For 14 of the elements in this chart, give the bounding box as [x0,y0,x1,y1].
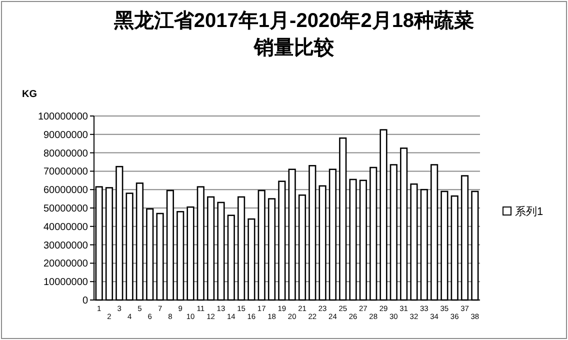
y-tick-label: 30000000 [44,240,88,252]
y-tick-label: 100000000 [38,112,88,122]
y-tick-label: 0 [82,296,88,306]
y-tick-label: 70000000 [44,166,88,178]
y-tick-label: 50000000 [44,204,88,214]
y-tick-label: 60000000 [44,185,88,196]
y-tick-label: 20000000 [44,258,88,270]
title: 黑龙江省2017年1月-2020年2月18种蔬菜销量比较 [112,9,476,61]
y-tick-label: 10000000 [44,277,88,288]
y-axis-title: KG [22,89,38,100]
y-tick-label: 80000000 [44,148,88,160]
legend-label: 系列1 [515,205,544,218]
y-tick-label: 90000000 [44,130,88,141]
y-tick-label: 40000000 [44,222,88,233]
